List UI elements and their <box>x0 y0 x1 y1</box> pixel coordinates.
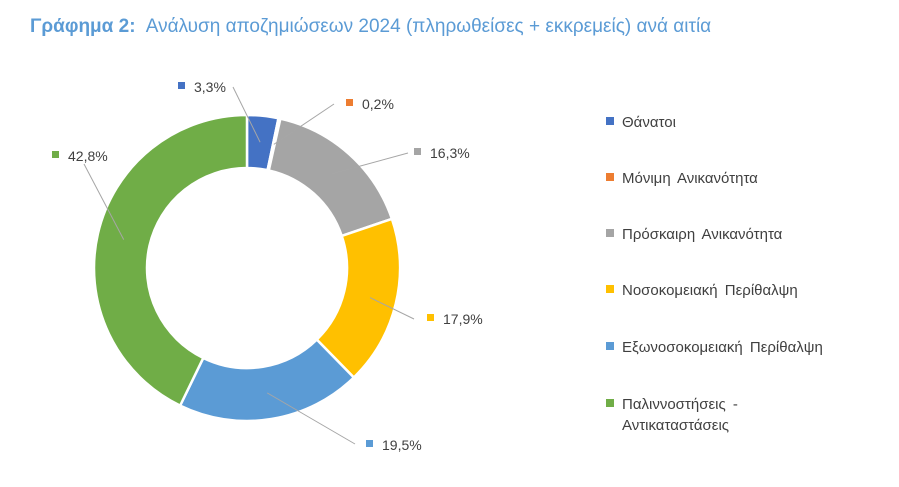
data-label-marker-παλιννοστήσεις---αντικαταστάσεις <box>52 151 59 158</box>
chart-title-text: Ανάλυση αποζημιώσεων 2024 (πληρωθείσες +… <box>145 16 712 37</box>
data-label-νοσοκομειακή-περίθαλψη: 17,9% <box>443 311 483 327</box>
data-label-marker-εξωνοσοκομειακή-περίθαλψη <box>366 440 373 447</box>
leader-line-μόνιμη-ανικανότητα <box>273 103 335 145</box>
legend-label-line: Παλιννοστήσεις - <box>622 396 738 413</box>
legend-swatch <box>606 229 614 237</box>
legend-swatch <box>606 342 614 350</box>
data-label-marker-μόνιμη-ανικανότητα <box>346 99 353 106</box>
donut-slices <box>92 113 402 423</box>
legend-swatch <box>606 117 614 125</box>
legend-label: Παλιννοστήσεις - Αντικαταστάσεις <box>622 394 738 436</box>
data-label-παλιννοστήσεις---αντικαταστάσεις: 42,8% <box>68 148 108 164</box>
data-labels: 3,3% 0,2% 16,3% 17,9% 19,5% 42,8% <box>52 79 483 453</box>
slice-εξωνοσοκομειακή-περίθαλψη <box>178 337 356 423</box>
leader-line-παλιννοστήσεις---αντικαταστάσεις <box>83 163 125 240</box>
leader-line-θάνατοι <box>232 86 261 143</box>
chart-title: Γράφημα 2: Ανάλυση αποζημιώσεων 2024 (πλ… <box>30 16 711 38</box>
leader-lines <box>83 86 415 445</box>
data-label-marker-θάνατοι <box>178 82 185 89</box>
leader-line-πρόσκαιρη-ανικανότητα <box>331 152 409 175</box>
legend-swatch <box>606 173 614 181</box>
slice-παλιννοστήσεις---αντικαταστάσεις <box>92 113 249 408</box>
legend-label: Πρόσκαιρη Ανικανότητα <box>622 224 782 245</box>
leader-line-εξωνοσοκομειακή-περίθαλψη <box>266 392 356 445</box>
slice-πρόσκαιρη-ανικανότητα <box>267 117 394 238</box>
legend-item-εξωνοσοκομειακή-περίθαλψη: Εξωνοσοκομειακή Περίθαλψη <box>606 337 823 358</box>
legend-label: Εξωνοσοκομειακή Περίθαλψη <box>622 337 823 358</box>
legend-swatch <box>606 285 614 293</box>
legend-swatch <box>606 399 614 407</box>
legend-label-line: Νοσοκομειακή Περίθαλψη <box>622 282 798 299</box>
legend-label-line: Αντικαταστάσεις <box>622 417 730 434</box>
legend-label-line: Πρόσκαιρη Ανικανότητα <box>622 226 783 243</box>
data-label-marker-νοσοκομειακή-περίθαλψη <box>427 314 434 321</box>
legend-item-νοσοκομειακή-περίθαλψη: Νοσοκομειακή Περίθαλψη <box>606 280 798 301</box>
chart-number-label: Γράφημα 2: <box>30 16 136 37</box>
legend-label-line: Θάνατοι <box>622 114 676 131</box>
legend-label-line: Μόνιμη Ανικανότητα <box>622 170 758 187</box>
legend-item-παλιννοστήσεις---αντικαταστάσεις: Παλιννοστήσεις - Αντικαταστάσεις <box>606 394 738 436</box>
leader-line-νοσοκομειακή-περίθαλψη <box>369 297 415 320</box>
legend-label: Θάνατοι <box>622 112 676 133</box>
legend-label-line: Εξωνοσοκομειακή Περίθαλψη <box>622 339 823 356</box>
data-label-marker-πρόσκαιρη-ανικανότητα <box>414 148 421 155</box>
legend-item-θάνατοι: Θάνατοι <box>606 112 676 133</box>
data-label-μόνιμη-ανικανότητα: 0,2% <box>362 96 394 112</box>
legend-item-μόνιμη-ανικανότητα: Μόνιμη Ανικανότητα <box>606 168 758 189</box>
data-label-πρόσκαιρη-ανικανότητα: 16,3% <box>430 145 470 161</box>
legend-item-πρόσκαιρη-ανικανότητα: Πρόσκαιρη Ανικανότητα <box>606 224 782 245</box>
data-label-εξωνοσοκομειακή-περίθαλψη: 19,5% <box>382 437 422 453</box>
data-label-θάνατοι: 3,3% <box>194 79 226 95</box>
legend-label: Νοσοκομειακή Περίθαλψη <box>622 280 798 301</box>
legend-label: Μόνιμη Ανικανότητα <box>622 168 758 189</box>
